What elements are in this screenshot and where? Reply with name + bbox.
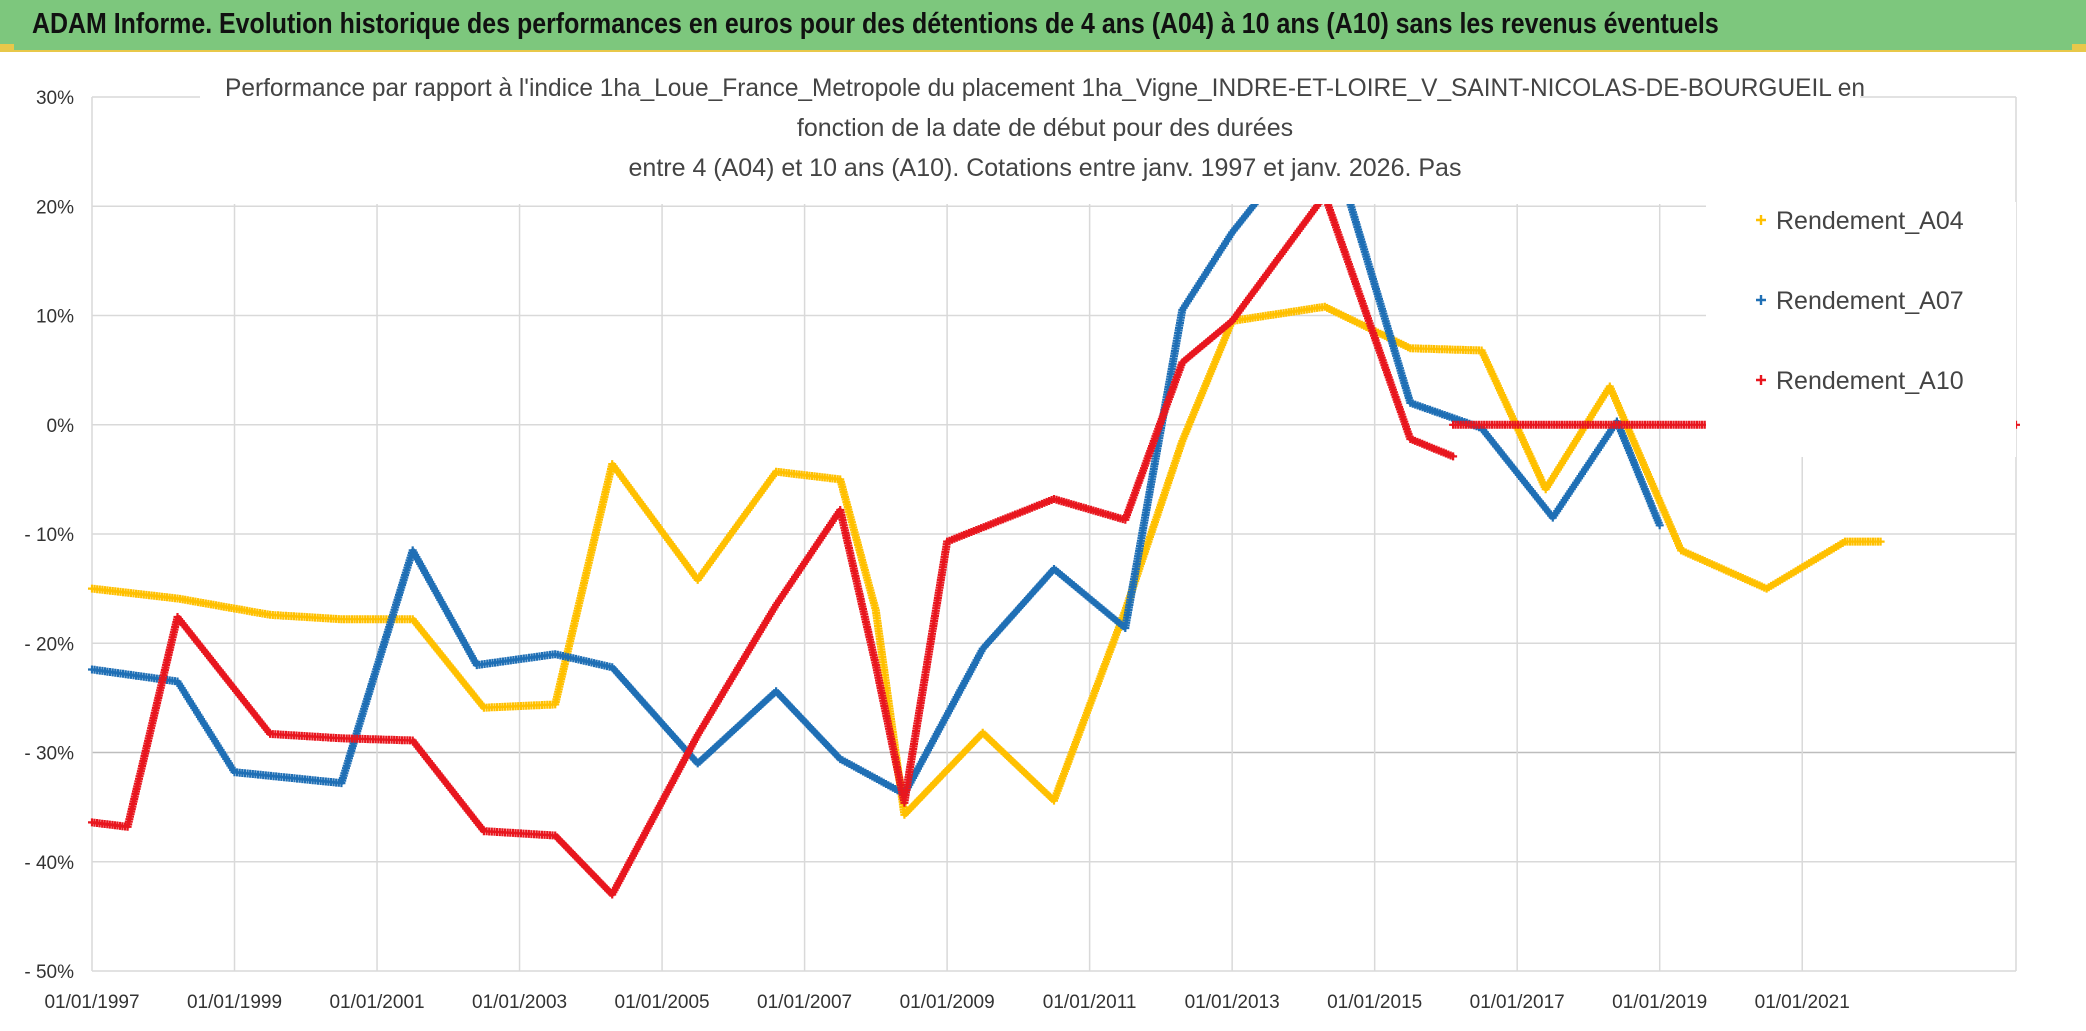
series-rendement-a07 xyxy=(88,147,1664,798)
y-tick-label: - 30% xyxy=(24,744,74,765)
x-axis-ticks: 01/01/1997 01/01/1999 01/01/2001 01/01/2003… xyxy=(44,992,1849,1013)
legend-item: Rendement_A10 xyxy=(1756,367,1964,395)
legend-marker xyxy=(1756,215,1766,225)
y-axis-ticks: 30% 20% 10% 0% - 10% - 20% - 30% - 40% - 50% xyxy=(24,88,74,983)
x-tick-label: 01/01/1999 xyxy=(187,992,282,1013)
legend-background xyxy=(1706,202,2016,457)
x-tick-label: 01/01/2005 xyxy=(615,992,710,1013)
legend-item: Rendement_A07 xyxy=(1756,287,1964,315)
chart-title-line: entre 4 (A04) et 10 ans (A10). Cotations… xyxy=(629,154,1462,182)
x-tick-label: 01/01/2015 xyxy=(1327,992,1422,1013)
corner-mark-left xyxy=(0,44,14,52)
x-tick-label: 01/01/2007 xyxy=(757,992,852,1013)
performance-chart: 30% 20% 10% 0% - 10% - 20% - 30% - 40% - 50% 01/… xyxy=(24,74,2020,1013)
legend-label: Rendement_A07 xyxy=(1776,287,1964,315)
y-tick-label: 10% xyxy=(36,307,74,328)
legend-marker xyxy=(1756,375,1766,385)
title-background xyxy=(200,74,1860,204)
legend-label: Rendement_A10 xyxy=(1776,367,1964,395)
y-tick-label: 30% xyxy=(36,88,74,109)
y-tick-label: 20% xyxy=(36,197,74,218)
series-markers xyxy=(88,191,1458,899)
x-tick-label: 01/01/2017 xyxy=(1470,992,1565,1013)
report-title: ADAM Informe. Evolution historique des p… xyxy=(32,8,1719,40)
legend-label: Rendement_A04 xyxy=(1776,207,1964,235)
series-markers xyxy=(88,147,1664,798)
chart-title-line: Performance par rapport à l'indice 1ha_L… xyxy=(225,74,1865,102)
x-tick-label: 01/01/2003 xyxy=(472,992,567,1013)
chart-title: Performance par rapport à l'indice 1ha_L… xyxy=(200,74,1865,204)
x-tick-label: 01/01/2009 xyxy=(900,992,995,1013)
y-tick-label: - 50% xyxy=(24,962,74,983)
corner-mark-right xyxy=(2072,44,2086,52)
x-tick-label: 01/01/2021 xyxy=(1755,992,1850,1013)
series-rendement-a10 xyxy=(88,191,1458,899)
legend-marker xyxy=(1756,295,1766,305)
x-tick-label: 01/01/2001 xyxy=(329,992,424,1013)
series-layer xyxy=(88,147,2020,899)
x-tick-label: 01/01/2019 xyxy=(1612,992,1707,1013)
report-banner: ADAM Informe. Evolution historique des p… xyxy=(0,0,2086,52)
x-tick-label: 01/01/1997 xyxy=(44,992,139,1013)
x-tick-label: 01/01/2011 xyxy=(1043,992,1137,1013)
y-tick-label: - 10% xyxy=(24,525,74,546)
chart-legend: Rendement_A04 Rendement_A07 Rendement_A10 xyxy=(1706,202,2016,457)
x-tick-label: 01/01/2013 xyxy=(1185,992,1280,1013)
y-tick-label: 0% xyxy=(47,416,75,437)
y-tick-label: - 40% xyxy=(24,853,74,874)
legend-item: Rendement_A04 xyxy=(1756,207,1964,235)
y-tick-label: - 20% xyxy=(24,634,74,655)
chart-title-line: fonction de la date de début pour des du… xyxy=(797,114,1293,142)
